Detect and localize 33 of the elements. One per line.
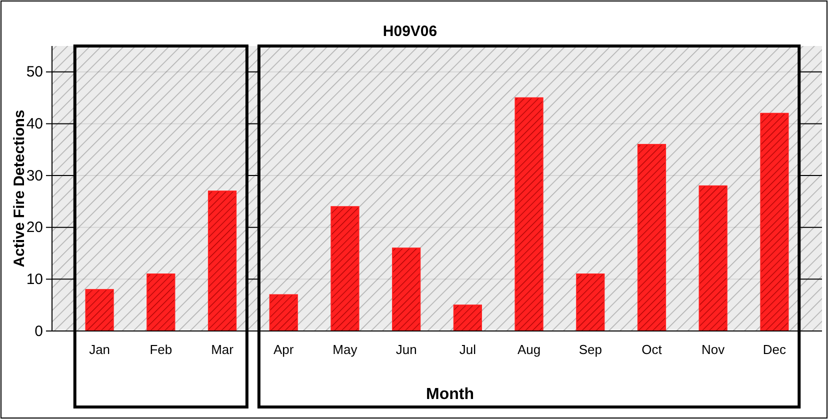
x-tick-label: Mar (211, 342, 234, 358)
bar (514, 97, 544, 332)
x-tick-label: Jul (459, 342, 476, 358)
x-tick-label: Jun (396, 342, 417, 358)
y-tick-label: 50 (26, 64, 43, 81)
x-tick-label: May (332, 342, 358, 358)
x-tick-label: Jan (89, 342, 110, 358)
x-tick-label: Dec (762, 342, 787, 358)
x-tick-label: Apr (273, 342, 294, 358)
x-axis-title: Month (426, 386, 474, 403)
bar (392, 248, 421, 332)
y-tick-label: 10 (26, 270, 43, 288)
bar (576, 274, 605, 332)
y-tick-label: 40 (26, 116, 43, 133)
chart-title: H09V06 (382, 23, 438, 40)
bar (330, 206, 360, 332)
y-axis-title: Active Fire Detections (11, 110, 28, 268)
y-tick-label: 0 (34, 322, 43, 340)
bar (637, 144, 666, 332)
bar (208, 190, 237, 332)
x-tick-label: Oct (642, 342, 662, 358)
bar (453, 304, 482, 332)
bar (146, 274, 176, 332)
bar (698, 185, 728, 332)
bar (85, 289, 114, 332)
x-tick-label: Aug (517, 342, 541, 358)
x-tick-label: Nov (702, 342, 726, 358)
y-tick-label: 20 (26, 219, 43, 236)
y-tick-label: 30 (26, 167, 43, 184)
bar (760, 112, 789, 332)
bar (269, 294, 298, 332)
x-tick-label: Feb (150, 342, 172, 358)
x-tick-label: Sep (578, 342, 602, 358)
